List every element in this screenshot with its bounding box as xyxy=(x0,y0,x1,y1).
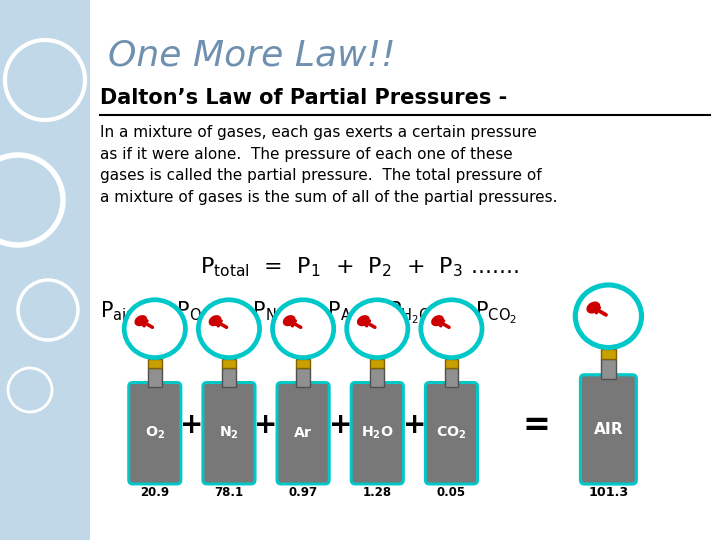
Text: 1.28: 1.28 xyxy=(363,486,392,499)
Text: +: + xyxy=(254,411,278,439)
FancyBboxPatch shape xyxy=(222,359,235,368)
Ellipse shape xyxy=(283,315,296,326)
Text: One More Law!!: One More Law!! xyxy=(108,38,395,72)
Text: $\mathbf{H_2O}$: $\mathbf{H_2O}$ xyxy=(361,425,394,442)
FancyBboxPatch shape xyxy=(129,382,181,484)
FancyBboxPatch shape xyxy=(445,359,458,368)
Ellipse shape xyxy=(125,300,186,357)
FancyBboxPatch shape xyxy=(148,359,161,368)
Text: 20.9: 20.9 xyxy=(140,486,169,499)
Text: 0.05: 0.05 xyxy=(437,486,466,499)
FancyBboxPatch shape xyxy=(297,368,310,387)
Text: $\mathrm{P_{total}}$  =  $\mathrm{P_1}$  +  $\mathrm{P_2}$  +  $\mathrm{P_3}$ ..: $\mathrm{P_{total}}$ = $\mathrm{P_1}$ + … xyxy=(200,255,520,279)
Text: $\mathbf{AIR}$: $\mathbf{AIR}$ xyxy=(593,421,624,437)
FancyBboxPatch shape xyxy=(580,375,636,484)
Text: =: = xyxy=(523,408,550,442)
FancyBboxPatch shape xyxy=(203,382,255,484)
Text: $\mathbf{O_2}$: $\mathbf{O_2}$ xyxy=(145,425,165,442)
Ellipse shape xyxy=(357,315,370,326)
Ellipse shape xyxy=(272,300,334,357)
Text: In a mixture of gases, each gas exerts a certain pressure
as if it were alone.  : In a mixture of gases, each gas exerts a… xyxy=(100,125,557,205)
FancyBboxPatch shape xyxy=(371,359,384,368)
FancyBboxPatch shape xyxy=(297,359,310,368)
Text: $\mathbf{CO_2}$: $\mathbf{CO_2}$ xyxy=(436,425,467,442)
Text: 78.1: 78.1 xyxy=(215,486,243,499)
FancyBboxPatch shape xyxy=(445,368,458,387)
FancyBboxPatch shape xyxy=(351,382,403,484)
Text: +: + xyxy=(402,411,426,439)
Ellipse shape xyxy=(575,285,642,348)
Text: 0.97: 0.97 xyxy=(289,486,318,499)
FancyBboxPatch shape xyxy=(601,349,616,359)
Text: $\mathbf{Ar}$: $\mathbf{Ar}$ xyxy=(293,426,313,440)
FancyBboxPatch shape xyxy=(426,382,477,484)
Ellipse shape xyxy=(586,301,600,314)
Ellipse shape xyxy=(199,300,260,357)
Ellipse shape xyxy=(420,300,482,357)
Text: 101.3: 101.3 xyxy=(588,486,629,499)
Text: +: + xyxy=(328,411,352,439)
Text: Dalton’s Law of Partial Pressures -: Dalton’s Law of Partial Pressures - xyxy=(100,88,508,108)
Ellipse shape xyxy=(431,315,444,326)
Ellipse shape xyxy=(135,315,148,326)
Polygon shape xyxy=(0,0,90,540)
Ellipse shape xyxy=(209,315,222,326)
Ellipse shape xyxy=(347,300,408,357)
FancyBboxPatch shape xyxy=(222,368,235,387)
Text: $\mathrm{P_{air}}$  =  $\mathrm{P_{O_2}}$  +  $\mathrm{P_{N_2}}$  +  $\mathrm{P_: $\mathrm{P_{air}}$ = $\mathrm{P_{O_2}}$ … xyxy=(100,300,517,326)
Text: +: + xyxy=(180,411,204,439)
Text: $\mathbf{N_2}$: $\mathbf{N_2}$ xyxy=(219,425,239,442)
FancyBboxPatch shape xyxy=(371,368,384,387)
FancyBboxPatch shape xyxy=(601,359,616,379)
FancyBboxPatch shape xyxy=(148,368,161,387)
FancyBboxPatch shape xyxy=(277,382,329,484)
